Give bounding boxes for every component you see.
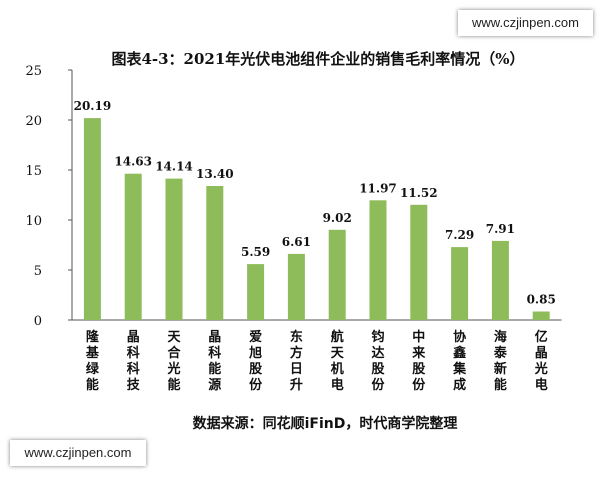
data-source-note: 数据来源：同花顺iFinD，时代商学院整理 (193, 415, 458, 432)
bar (287, 253, 305, 320)
bar (532, 311, 550, 320)
bar-value-label: 11.52 (400, 186, 438, 200)
bar-value-label: 7.91 (486, 222, 515, 236)
y-tick-label: 25 (25, 64, 42, 79)
bar-value-label: 6.61 (282, 235, 311, 249)
bar (247, 264, 265, 320)
watermark-bottom: www.czjinpen.com (10, 440, 146, 466)
category-label: 天合光能 (166, 330, 181, 393)
category-label: 晶科能源 (208, 330, 221, 393)
category-label: 航天机电 (331, 329, 345, 393)
y-tick-label: 5 (34, 264, 42, 279)
chart-title: 图表4-3：2021年光伏电池组件企业的销售毛利率情况（%） (111, 50, 524, 68)
category-label: 海泰新能 (493, 329, 508, 393)
bar-value-label: 14.63 (114, 155, 152, 169)
category-label: 东方日升 (290, 329, 303, 393)
bar-value-label: 7.29 (445, 228, 474, 242)
bar (491, 240, 509, 320)
bar (206, 186, 224, 320)
bar-value-label: 0.85 (527, 293, 556, 307)
bar (165, 178, 183, 320)
watermark-top: www.czjinpen.com (458, 10, 593, 36)
bar (451, 247, 469, 320)
category-label: 晶科科技 (127, 330, 141, 393)
y-tick-label: 0 (34, 314, 42, 329)
category-label: 钧达股份 (371, 329, 385, 393)
y-tick-label: 15 (25, 164, 42, 179)
category-label: 隆基绿能 (85, 329, 100, 393)
bar (83, 118, 101, 320)
y-tick-label: 10 (25, 214, 42, 229)
bar (410, 204, 428, 320)
bar-value-label: 13.40 (196, 167, 234, 181)
y-axis-ticks: 0 5 10 15 20 25 (25, 64, 72, 329)
category-label: 亿晶光电 (534, 329, 548, 393)
category-label: 爱旭股份 (248, 329, 263, 393)
bar-value-label: 20.19 (74, 99, 112, 113)
bar (369, 200, 387, 320)
bar-value-label: 9.02 (323, 211, 352, 225)
category-label: 中来股份 (411, 329, 426, 393)
bar-value-label: 14.14 (155, 160, 193, 174)
category-labels-group: 隆基绿能 晶科科技 天合光能 晶科能源 爱旭股份 东方日升 航天机电 钧达股份 中来股份 协鑫集成… (85, 329, 548, 393)
bar-value-label: 11.97 (359, 181, 397, 195)
category-label: 协鑫集成 (452, 329, 467, 393)
bar-value-label: 5.59 (241, 245, 270, 259)
bar (124, 173, 142, 320)
y-tick-label: 20 (25, 114, 42, 129)
bars-group (83, 118, 550, 320)
bar (328, 229, 346, 320)
